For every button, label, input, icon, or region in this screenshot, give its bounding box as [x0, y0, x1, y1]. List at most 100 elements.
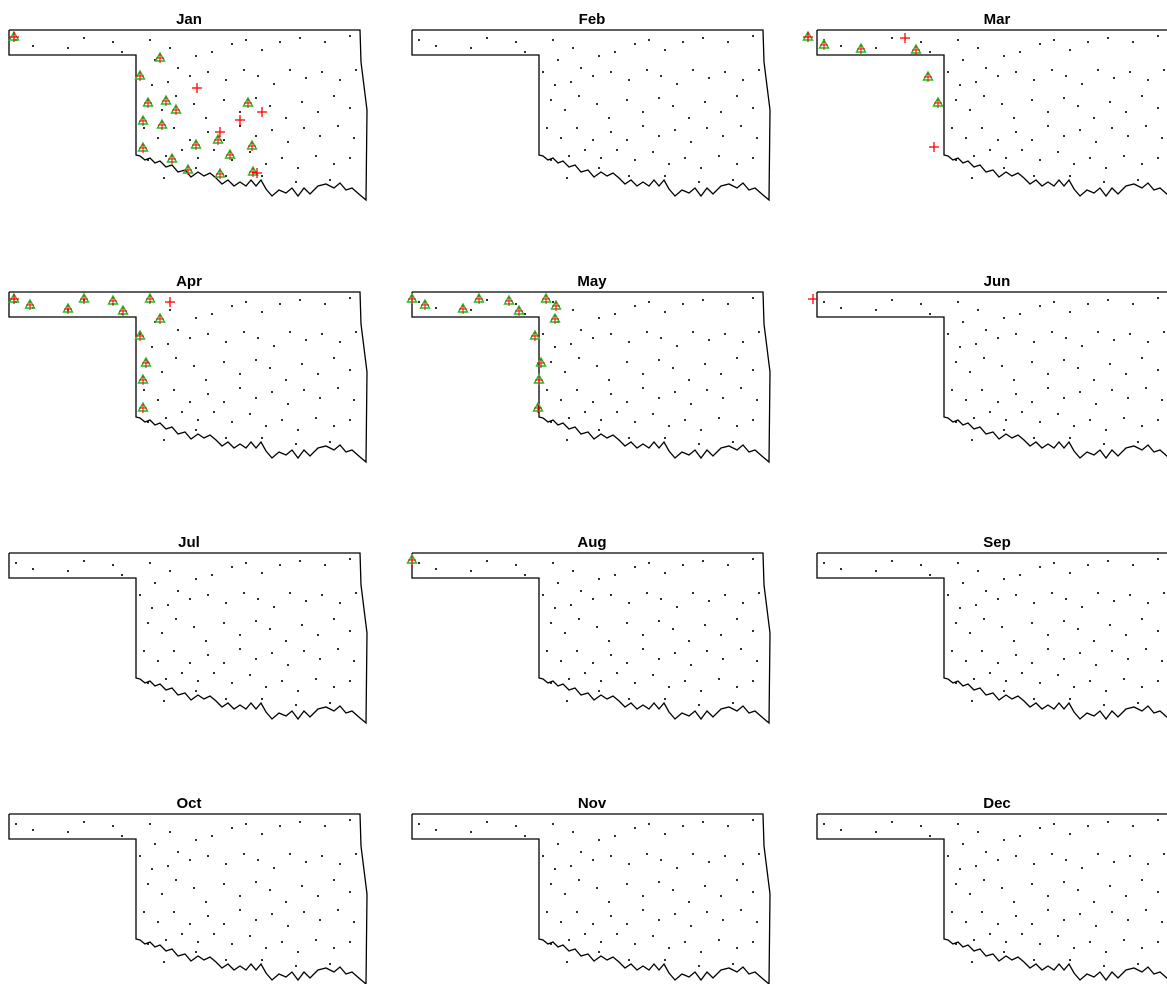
station-dot — [722, 397, 724, 399]
station-dot — [305, 861, 307, 863]
station-dot — [303, 127, 305, 129]
station-dot — [658, 97, 660, 99]
station-dot — [672, 367, 674, 369]
green-triangle-marker — [535, 356, 547, 368]
station-dot — [167, 865, 169, 867]
station-dot — [255, 397, 257, 399]
station-dot — [981, 389, 983, 391]
station-dot — [672, 628, 674, 630]
station-dot — [652, 151, 654, 153]
station-dot — [722, 135, 724, 137]
station-dot — [1145, 909, 1147, 911]
station-dot — [628, 437, 630, 439]
station-dot — [207, 71, 209, 73]
station-dot — [281, 419, 283, 421]
station-dot — [67, 831, 69, 833]
station-dot — [297, 951, 299, 953]
station-dot — [1015, 855, 1017, 857]
station-dot — [189, 662, 191, 664]
station-dot — [1087, 41, 1089, 43]
station-dot — [261, 49, 263, 51]
station-dot — [552, 562, 554, 564]
green-triangle-marker — [137, 373, 149, 385]
station-dot — [664, 698, 666, 700]
station-dot — [1063, 135, 1065, 137]
station-dot — [664, 572, 666, 574]
state-outline — [816, 813, 1167, 982]
station-dot — [249, 935, 251, 937]
station-dot — [704, 885, 706, 887]
station-dot — [702, 37, 704, 39]
station-dot — [634, 421, 636, 423]
station-dot — [355, 853, 357, 855]
station-dot — [181, 672, 183, 674]
station-dot — [289, 331, 291, 333]
green-triangle-marker — [160, 94, 172, 106]
station-dot — [271, 129, 273, 131]
station-dot — [962, 321, 964, 323]
station-dot — [997, 139, 999, 141]
station-dot — [265, 425, 267, 427]
station-dot — [981, 911, 983, 913]
station-dot — [983, 618, 985, 620]
station-dot — [648, 301, 650, 303]
station-dot — [690, 925, 692, 927]
station-dot — [1051, 592, 1053, 594]
station-dot — [740, 387, 742, 389]
station-dot — [195, 429, 197, 431]
station-dot — [205, 117, 207, 119]
station-dot — [566, 961, 568, 963]
station-dot — [546, 911, 548, 913]
station-dot — [1039, 682, 1041, 684]
station-dot — [676, 867, 678, 869]
station-dot — [610, 71, 612, 73]
station-dot — [546, 127, 548, 129]
station-dot — [592, 859, 594, 861]
station-dot — [297, 690, 299, 692]
green-triangle-marker — [78, 292, 90, 304]
green-triangle-marker — [137, 141, 149, 153]
station-dot — [1087, 825, 1089, 827]
station-dot — [1111, 127, 1113, 129]
station-dot — [321, 594, 323, 596]
station-dot — [1097, 592, 1099, 594]
station-dot — [1019, 313, 1021, 315]
station-dot — [1039, 159, 1041, 161]
green-triangle-marker — [457, 302, 469, 314]
station-dot — [720, 634, 722, 636]
station-dot — [610, 333, 612, 335]
station-dot — [1125, 373, 1127, 375]
panel-title: Apr — [176, 273, 202, 290]
station-dot — [1077, 889, 1079, 891]
station-dot — [1005, 941, 1007, 943]
station-dot — [195, 839, 197, 841]
red-cross-marker — [192, 83, 202, 93]
red-cross-marker — [165, 297, 175, 307]
station-dot — [1109, 885, 1111, 887]
station-dot — [1137, 441, 1139, 443]
green-triangle-marker — [922, 70, 934, 82]
station-dot — [265, 947, 267, 949]
station-dot — [840, 568, 842, 570]
station-dot — [1033, 959, 1035, 961]
station-dot — [1157, 630, 1159, 632]
station-dot — [550, 682, 552, 684]
station-dot — [626, 99, 628, 101]
station-dot — [1141, 618, 1143, 620]
station-dot — [698, 181, 700, 183]
station-dot — [610, 393, 612, 395]
station-dot — [173, 127, 175, 129]
red-cross-marker — [803, 32, 813, 42]
station-dot — [299, 560, 301, 562]
station-dot — [692, 69, 694, 71]
station-dot — [147, 883, 149, 885]
station-dot — [1021, 411, 1023, 413]
station-dot — [981, 127, 983, 129]
green-triangle-marker — [533, 373, 545, 385]
station-dot — [1095, 141, 1097, 143]
station-dot — [163, 961, 165, 963]
station-dot — [349, 369, 351, 371]
station-dot — [1053, 823, 1055, 825]
station-dot — [239, 111, 241, 113]
station-dot — [1077, 628, 1079, 630]
